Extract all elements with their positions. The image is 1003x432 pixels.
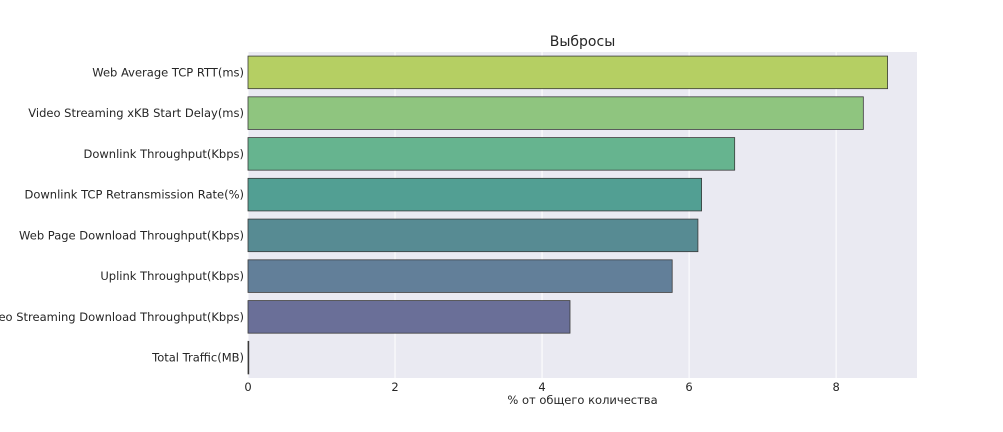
bar [247,340,250,375]
category-label: Downlink Throughput(Kbps) [84,147,244,161]
category-label: Web Page Download Throughput(Kbps) [19,228,244,242]
x-axis-label: % от общего количества [507,393,657,407]
x-tick-labels: 0 2 4 6 8 [244,380,839,394]
category-label: Video Streaming xKB Start Delay(ms) [28,106,244,120]
bar [247,96,864,130]
x-tick-label: 4 [538,380,545,394]
x-tick-label: 8 [832,380,839,394]
x-tick-label: 6 [685,380,692,394]
bars [247,55,888,375]
category-label: Uplink Throughput(Kbps) [100,269,244,283]
category-label: Downlink TCP Retransmission Rate(%) [25,188,245,202]
bar [247,137,736,171]
bar [247,300,571,334]
category-label: Total Traffic(MB) [151,351,244,365]
bar [247,177,702,212]
category-labels: Web Average TCP RTT(ms) Video Streaming x… [0,65,244,364]
x-tick-label: 2 [391,380,398,394]
x-tick-label: 0 [244,380,251,394]
bar [247,259,673,293]
bar [247,55,888,90]
category-label: Video Streaming Download Throughput(Kbps… [0,310,244,324]
bar [247,218,699,253]
category-label: Web Average TCP RTT(ms) [92,65,244,79]
chart-title: Выбросы [550,34,616,50]
